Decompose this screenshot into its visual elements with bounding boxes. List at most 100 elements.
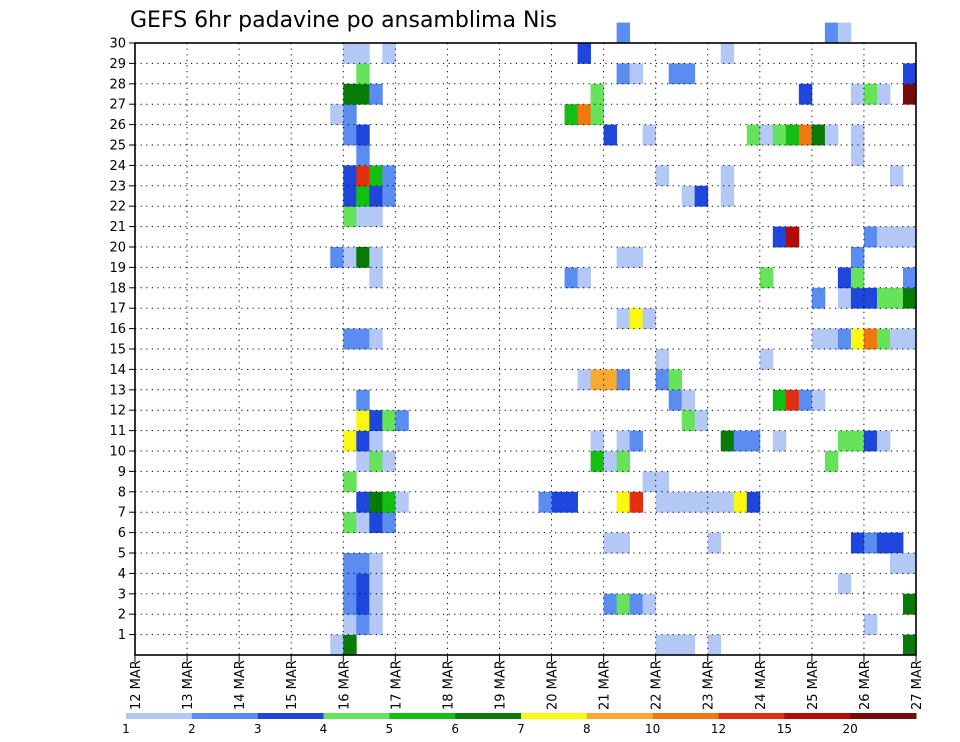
precip-cell xyxy=(863,532,878,554)
precip-cell xyxy=(642,593,657,615)
precip-cell xyxy=(369,451,383,472)
precip-cell xyxy=(837,573,852,595)
precip-cell xyxy=(356,593,370,615)
colorbar-swatch xyxy=(784,713,851,719)
precip-cell xyxy=(707,634,722,656)
colorbar-label: 10 xyxy=(645,722,660,736)
precip-cell xyxy=(577,267,591,289)
colorbar-swatch xyxy=(323,713,390,719)
y-axis: 1234567891011121314151617181920212223242… xyxy=(109,37,135,643)
precip-cell xyxy=(785,226,800,248)
precip-cell xyxy=(720,185,735,207)
x-tick-label: 20 MAR xyxy=(546,660,561,710)
precip-cell xyxy=(863,614,878,635)
colorbar-label: 6 xyxy=(451,722,459,736)
y-tick-label: 24 xyxy=(109,159,126,174)
precip-cell xyxy=(681,634,696,656)
precip-cell xyxy=(850,430,865,452)
colorbar-swatch xyxy=(850,713,917,719)
precip-cell xyxy=(603,369,618,391)
precip-cell xyxy=(798,83,813,105)
precip-cell xyxy=(824,451,839,472)
y-tick-label: 30 xyxy=(109,37,126,52)
precip-cell xyxy=(629,63,644,85)
precip-cell xyxy=(356,328,370,350)
precip-cell xyxy=(369,206,383,227)
precip-cell xyxy=(369,512,383,533)
precip-cell xyxy=(811,124,826,146)
precip-cell xyxy=(759,124,774,146)
y-tick-label: 11 xyxy=(109,424,126,439)
precip-cell xyxy=(850,287,865,309)
precip-cell xyxy=(343,614,357,635)
precip-cell xyxy=(590,451,604,472)
y-tick-label: 10 xyxy=(109,445,126,460)
precip-cell xyxy=(694,185,709,207)
precip-cell xyxy=(356,553,370,574)
precip-cell xyxy=(629,430,644,452)
precip-cell xyxy=(902,83,917,105)
precip-cell xyxy=(356,512,370,533)
colorbar-swatch xyxy=(191,713,259,719)
precip-cell xyxy=(603,451,618,472)
colorbar-swatch xyxy=(126,713,193,719)
grid-layer xyxy=(135,42,916,655)
precip-cell xyxy=(564,104,578,125)
precip-cell xyxy=(369,267,383,289)
precip-cell xyxy=(772,389,787,411)
precip-cell xyxy=(343,124,357,146)
x-tick-label: 17 MAR xyxy=(389,660,404,710)
precip-cell xyxy=(772,430,787,452)
y-tick-label: 12 xyxy=(109,404,126,419)
colorbar-swatch xyxy=(652,713,719,719)
precip-cell xyxy=(590,104,604,125)
precip-cell xyxy=(356,389,370,411)
y-tick-label: 27 xyxy=(109,98,126,113)
colorbar-label: 1 xyxy=(122,722,130,736)
y-tick-label: 6 xyxy=(118,526,126,541)
precip-cell xyxy=(863,287,878,309)
precip-cell xyxy=(902,634,917,656)
precip-cell xyxy=(668,63,683,85)
precip-cell xyxy=(616,22,631,44)
precip-cell xyxy=(395,410,409,431)
precip-cell xyxy=(382,512,396,533)
precip-cell xyxy=(824,22,839,44)
precip-cell xyxy=(356,451,370,472)
precip-cell xyxy=(681,410,696,431)
precip-cell xyxy=(863,430,878,452)
precip-cell xyxy=(863,328,878,350)
precip-cell xyxy=(343,83,357,105)
precip-cell xyxy=(382,43,396,64)
precip-cell xyxy=(902,63,917,85)
precip-cell xyxy=(616,247,631,268)
precip-cell xyxy=(772,226,787,248)
precip-cell xyxy=(369,328,383,350)
precip-cell xyxy=(603,593,618,615)
precip-cell xyxy=(876,430,891,452)
precip-cell xyxy=(681,491,696,513)
precip-cell xyxy=(863,226,878,248)
precip-cell xyxy=(343,553,357,574)
y-tick-label: 22 xyxy=(109,200,126,215)
x-tick-label: 13 MAR xyxy=(181,660,196,710)
x-tick-label: 21 MAR xyxy=(598,660,613,710)
colorbar-label: 3 xyxy=(254,722,262,736)
y-tick-label: 21 xyxy=(109,220,126,235)
precip-cell xyxy=(668,634,683,656)
precip-cell xyxy=(850,145,865,166)
x-tick-label: 18 MAR xyxy=(441,660,456,710)
precip-cell xyxy=(616,308,631,329)
colorbar-swatch xyxy=(718,713,785,719)
precip-cell xyxy=(564,491,578,513)
precip-cell xyxy=(746,124,761,146)
cells-layer xyxy=(330,22,917,656)
precip-cell xyxy=(902,593,917,615)
precip-cell xyxy=(720,43,735,64)
precip-cell xyxy=(343,328,357,350)
precip-cell xyxy=(616,369,631,391)
y-tick-label: 26 xyxy=(109,118,126,133)
precip-cell xyxy=(837,287,852,309)
precip-cell xyxy=(850,83,865,105)
